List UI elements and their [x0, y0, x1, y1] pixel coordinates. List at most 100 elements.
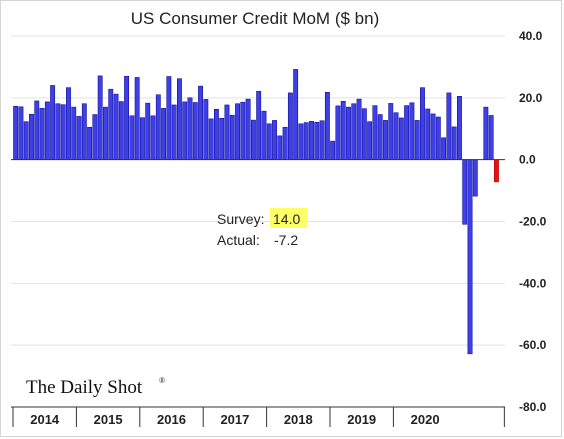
- y-tick-label-1: 20.0: [519, 91, 543, 105]
- actual-value: -7.2: [274, 232, 298, 248]
- bar-72: [393, 112, 399, 160]
- bar-26: [150, 115, 156, 160]
- x-tick-label-2015: 2015: [94, 412, 123, 427]
- bar-9: [60, 104, 66, 160]
- bar-86: [467, 159, 473, 355]
- bar-35: [198, 85, 203, 160]
- survey-value: 14.0: [273, 211, 300, 227]
- bar-17: [103, 106, 108, 160]
- bar-29: [166, 76, 172, 160]
- y-tick-label-2: 0.0: [519, 153, 536, 167]
- bar-44: [245, 98, 251, 160]
- survey-value-highlight: [270, 208, 307, 228]
- y-tick-label-4: -40.0: [519, 276, 547, 290]
- bar-79: [430, 113, 436, 160]
- bar-62: [340, 100, 346, 160]
- bar-70: [383, 120, 388, 160]
- bar-73: [398, 117, 404, 160]
- bar-61: [335, 105, 341, 160]
- bar-37: [208, 118, 214, 160]
- bar-22: [129, 115, 135, 160]
- bar-31: [177, 78, 182, 160]
- x-tick-label-2018: 2018: [284, 412, 313, 427]
- bar-54: [298, 123, 304, 160]
- bar-38: [214, 109, 219, 160]
- bar-58: [319, 120, 325, 160]
- bar-74: [404, 105, 410, 160]
- actual-label: Actual:: [217, 232, 260, 248]
- bar-82: [446, 92, 452, 160]
- bar-55: [303, 122, 309, 160]
- bar-67: [367, 121, 373, 160]
- bar-33: [187, 97, 193, 160]
- y-tick-label-3: -20.0: [519, 215, 547, 229]
- bar-13: [81, 103, 87, 160]
- bar-7: [50, 85, 56, 160]
- bar-53: [293, 69, 299, 160]
- bar-39: [219, 117, 225, 160]
- bar-57: [314, 122, 320, 160]
- x-tick-label-2020: 2020: [411, 412, 440, 427]
- y-axis-ticks: 40.0 20.0 0.0 -20.0 -40.0 -60.0 -80.0: [519, 29, 547, 414]
- bar-5: [39, 108, 45, 160]
- bar-47: [261, 110, 267, 160]
- bar-34: [192, 102, 198, 160]
- bar-49: [272, 120, 277, 160]
- brand-logo: The Daily Shot ®: [26, 376, 165, 398]
- bar-78: [425, 108, 431, 160]
- bar-10: [66, 87, 71, 160]
- bar-19: [113, 93, 119, 160]
- bar-60: [330, 140, 336, 160]
- bar-76: [414, 120, 420, 160]
- bar-20: [118, 101, 124, 160]
- x-tick-label-2014: 2014: [30, 412, 60, 427]
- bar-27: [155, 94, 161, 160]
- bar-42: [235, 103, 240, 160]
- brand-text: The Daily Shot: [26, 377, 143, 398]
- bar-75: [409, 102, 415, 160]
- bar-68: [372, 105, 378, 160]
- bar-83: [451, 126, 457, 160]
- y-tick-label-5: -60.0: [519, 338, 547, 352]
- bar-40: [224, 104, 230, 160]
- survey-label: Survey:: [217, 211, 264, 227]
- bar-3: [29, 113, 34, 160]
- bar-64: [351, 103, 357, 160]
- x-axis: 2014 2015 2016 2017 2018 2019 2020: [11, 406, 505, 427]
- bar-91: [494, 159, 499, 183]
- bar-45: [250, 119, 256, 160]
- bar-1: [18, 106, 24, 160]
- bar-59: [324, 92, 330, 160]
- bar-65: [356, 98, 362, 160]
- annotation-box: Survey: 14.0 Actual: -7.2: [217, 208, 307, 248]
- x-tick-label-2017: 2017: [220, 412, 249, 427]
- bar-50: [277, 135, 283, 160]
- bar-41: [229, 114, 235, 160]
- bar-51: [282, 126, 288, 160]
- bars: [11, 69, 505, 355]
- bar-28: [161, 108, 166, 160]
- bar-14: [87, 126, 93, 160]
- bar-84: [457, 96, 462, 160]
- bar-63: [346, 106, 351, 160]
- bar-81: [441, 137, 447, 160]
- bar-8: [55, 103, 61, 160]
- bar-6: [44, 101, 50, 160]
- bar-24: [140, 117, 145, 160]
- bar-30: [171, 104, 177, 160]
- bar-23: [134, 77, 140, 160]
- x-tick-label-2016: 2016: [157, 412, 186, 427]
- bar-46: [256, 91, 262, 160]
- bar-32: [182, 101, 188, 160]
- bar-77: [420, 87, 425, 160]
- bar-16: [97, 75, 103, 160]
- bar-15: [92, 114, 98, 160]
- bar-11: [71, 106, 77, 160]
- bar-56: [309, 121, 314, 160]
- bar-21: [124, 75, 130, 160]
- x-tick-label-2019: 2019: [347, 412, 376, 427]
- bar-2: [23, 121, 29, 160]
- y-tick-label-0: 40.0: [519, 29, 543, 43]
